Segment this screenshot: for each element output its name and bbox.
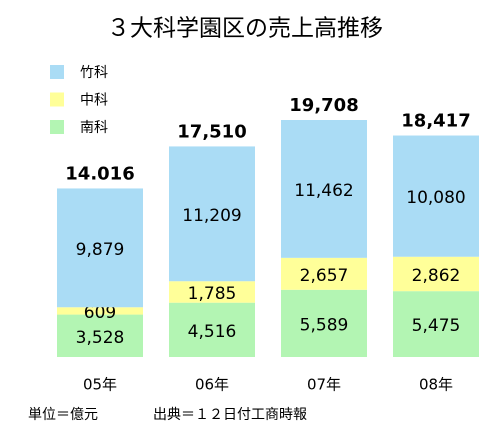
- data-label: 9,879: [76, 240, 125, 260]
- bar-segment: [57, 188, 143, 308]
- data-label: 2,862: [412, 266, 461, 286]
- legend-label: 南科: [80, 120, 108, 136]
- unit-note: 単位＝億元: [28, 407, 98, 423]
- bar-segment: [393, 135, 479, 257]
- data-label: 609: [84, 303, 116, 323]
- data-label: 1,785: [188, 284, 237, 304]
- x-tick-label: 06年: [195, 376, 229, 394]
- x-tick-label: 07年: [307, 376, 341, 394]
- x-tick-label: 08年: [419, 376, 453, 394]
- bar-segment: [169, 146, 255, 282]
- bar-segment: [169, 281, 255, 303]
- data-label: 10,080: [406, 188, 465, 208]
- bar-segment: [281, 289, 367, 357]
- bar-segment: [393, 256, 479, 292]
- total-label: 19,708: [289, 95, 358, 116]
- bar-segment: [393, 291, 479, 357]
- bar-segment: [169, 302, 255, 357]
- data-label: 2,657: [300, 266, 349, 286]
- data-label: 3,528: [76, 328, 125, 348]
- total-label: 17,510: [177, 121, 246, 142]
- legend-swatch: [50, 92, 64, 107]
- legend-swatch: [50, 65, 64, 79]
- legend-label: 竹科: [80, 65, 108, 81]
- bar-segment: [281, 257, 367, 290]
- legend-swatch: [50, 120, 64, 134]
- legend-label: 中科: [80, 93, 108, 109]
- source-note: 出典＝１２日付工商時報: [153, 407, 307, 423]
- data-label: 5,589: [300, 315, 349, 335]
- x-tick-label: 05年: [83, 376, 117, 394]
- bar-segment: [57, 314, 143, 357]
- data-label: 5,475: [412, 316, 461, 336]
- data-label: 4,516: [188, 322, 237, 342]
- total-label: 14.016: [65, 163, 134, 184]
- total-label: 18,417: [401, 111, 470, 132]
- bar-segment: [281, 120, 367, 258]
- data-label: 11,209: [182, 206, 241, 226]
- chart-title: ３大科学園区の売上高推移: [107, 16, 383, 42]
- bar-segment: [57, 307, 143, 315]
- data-label: 11,462: [294, 181, 353, 201]
